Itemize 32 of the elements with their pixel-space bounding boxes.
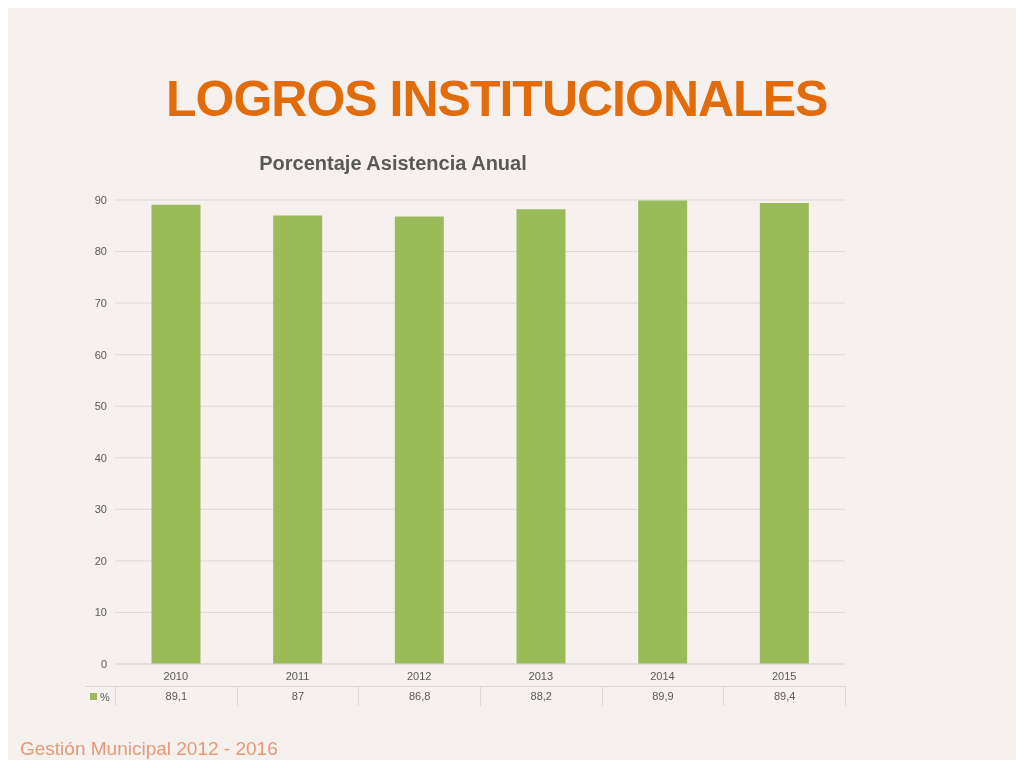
y-tick-label: 90 xyxy=(94,193,107,206)
y-tick-label: 60 xyxy=(94,348,107,361)
bar xyxy=(516,209,566,664)
data-label: 89,1 xyxy=(116,687,238,706)
text: Gestión Municipal 2012 - 2016 xyxy=(20,738,278,760)
data-label: 87 xyxy=(237,687,360,706)
y-tick-label: 20 xyxy=(94,554,107,567)
bar xyxy=(638,200,688,664)
y-tick-label: 30 xyxy=(94,503,107,516)
x-tick-label: 2012 xyxy=(406,669,432,682)
y-tick-label: 70 xyxy=(94,297,107,310)
x-tick-label: 2010 xyxy=(163,669,189,682)
y-tick-label: 50 xyxy=(94,400,107,413)
y-tick-label: 80 xyxy=(94,245,107,258)
chart-subtitle: Porcentaje Asistencia Anual xyxy=(258,152,528,175)
legend-label: % xyxy=(100,690,110,703)
bar xyxy=(394,216,444,664)
x-tick-label: 2011 xyxy=(285,669,310,682)
bar xyxy=(759,203,809,664)
y-tick-label: 0 xyxy=(100,657,107,670)
x-tick-label: 2015 xyxy=(771,669,797,682)
x-tick-label: 2013 xyxy=(528,669,554,682)
data-label: 86,8 xyxy=(359,687,481,706)
y-tick-label: 10 xyxy=(94,606,107,619)
data-label: 89,4 xyxy=(724,687,846,706)
chart-title: LOGROS INSTITUCIONALES xyxy=(166,70,828,128)
bar xyxy=(151,204,201,664)
data-label: 88,2 xyxy=(480,687,603,706)
data-label: 89,9 xyxy=(602,687,725,706)
bar xyxy=(273,215,323,664)
y-tick-label: 40 xyxy=(94,451,107,464)
x-tick-label: 2014 xyxy=(650,669,675,682)
